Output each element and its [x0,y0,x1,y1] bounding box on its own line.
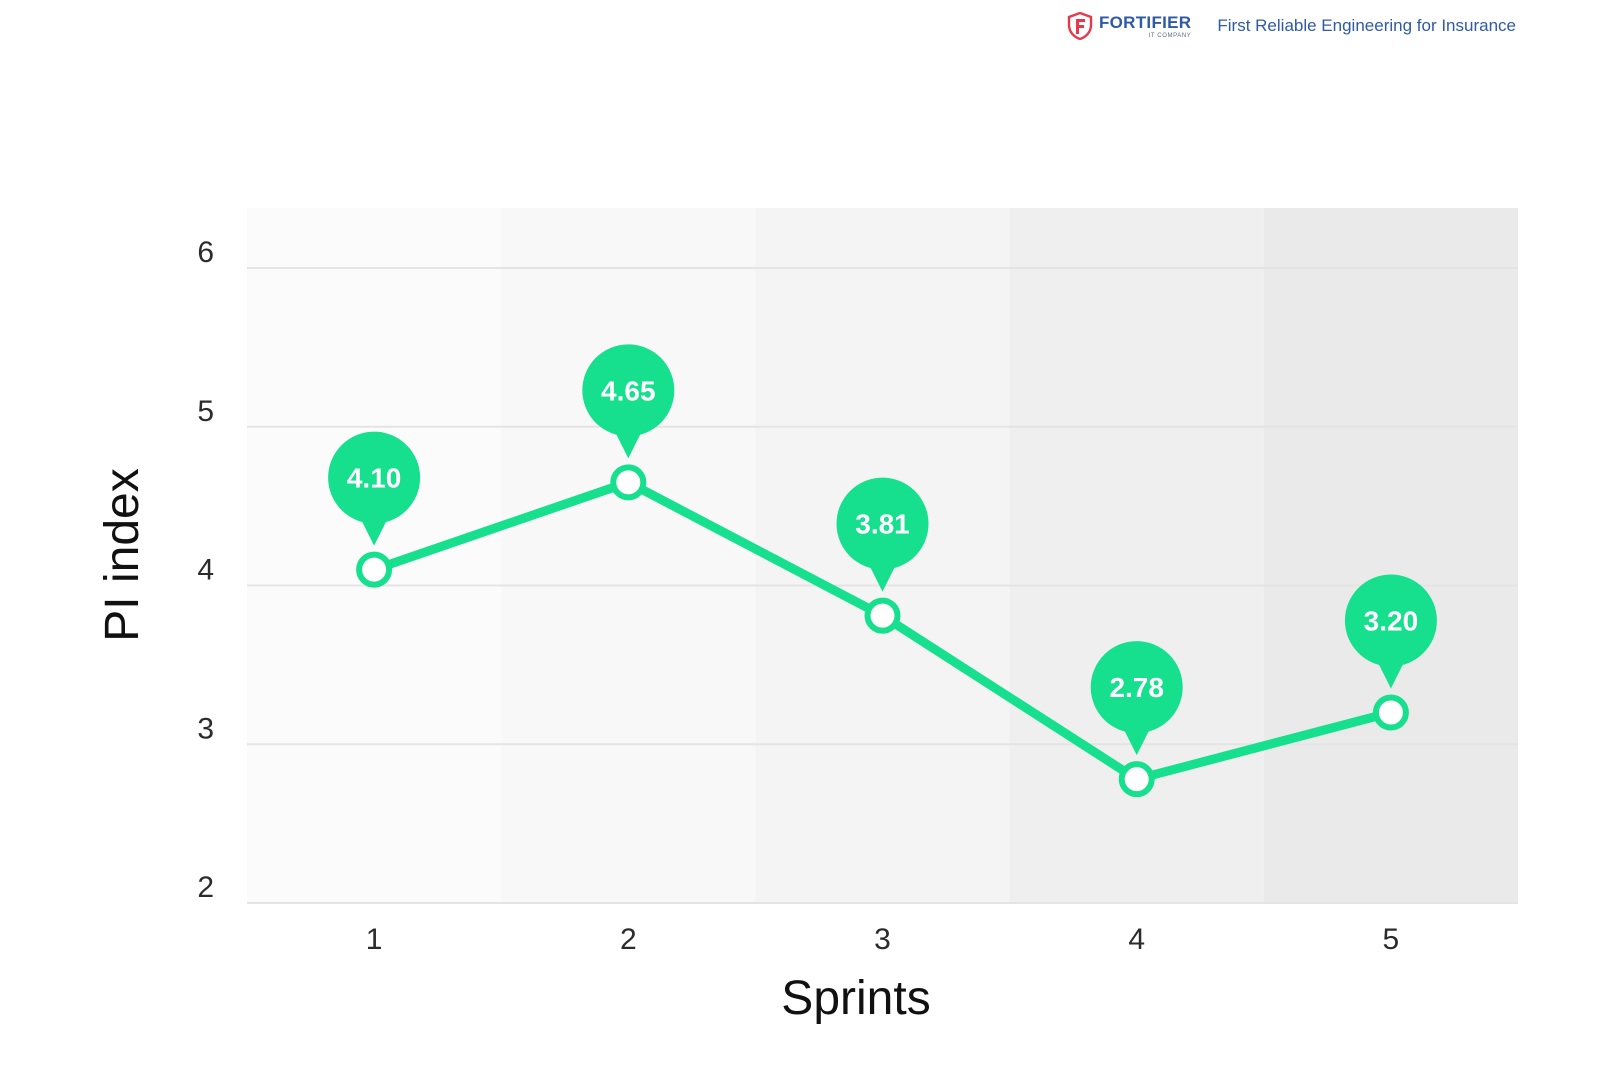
y-axis-title: PI index [96,468,149,641]
y-tick-label: 3 [197,712,214,745]
x-tick-label: 2 [620,923,637,956]
background-bands [247,208,1518,903]
y-tick-label: 4 [197,554,214,587]
callout-bubble [582,344,675,437]
callout-pointer [614,430,643,459]
x-tick-label: 3 [874,923,891,956]
callout-bubble [1344,574,1437,667]
callout-bubble [1090,641,1183,734]
background-band [1263,208,1518,903]
fortifier-logo-icon [1067,12,1093,40]
data-label: 3.20 [1364,606,1419,637]
data-label-callout: 4.10 [328,431,421,546]
brand-subtitle: IT COMPANY [1148,32,1192,39]
callout-pointer [360,517,389,546]
data-label: 4.65 [601,375,656,406]
y-axis-ticks: 2 3 4 5 6 [197,236,214,904]
data-point [356,551,393,588]
series-points [356,464,1409,798]
header: FORTIFIER IT COMPANY First Reliable Engi… [1067,12,1516,40]
data-label-callout: 3.20 [1344,574,1437,689]
callout-pointer [1376,660,1405,689]
data-label-callout: 4.65 [582,344,675,459]
y-tick-label: 5 [197,395,214,428]
data-labels: 4.10 4.65 3.81 2.78 3.20 [328,344,1437,756]
y-tick-label: 6 [197,236,214,269]
brand: FORTIFIER IT COMPANY [1067,12,1191,40]
x-tick-label: 1 [366,923,383,956]
data-point [864,597,901,634]
data-label-callout: 3.81 [836,477,929,592]
data-point [1372,694,1409,731]
data-label: 4.10 [347,463,402,494]
x-axis-title: Sprints [781,972,930,1025]
brand-text: FORTIFIER IT COMPANY [1099,14,1191,39]
background-band [501,208,756,903]
callout-pointer [868,563,897,592]
data-label-callout: 2.78 [1090,641,1183,756]
y-tick-label: 2 [197,871,214,904]
data-label: 3.81 [855,509,910,540]
brand-name: FORTIFIER [1098,12,1192,32]
callout-bubble [328,431,421,524]
x-axis-ticks: 1 2 3 4 5 [366,923,1399,956]
background-band [1009,208,1264,903]
x-tick-label: 5 [1383,923,1400,956]
data-point [1118,761,1155,798]
tagline: First Reliable Engineering for Insurance [1217,16,1516,35]
x-tick-label: 4 [1128,923,1145,956]
callout-bubble [836,477,929,570]
callout-pointer [1122,727,1151,756]
data-label: 2.78 [1109,672,1164,703]
data-point [610,464,647,501]
